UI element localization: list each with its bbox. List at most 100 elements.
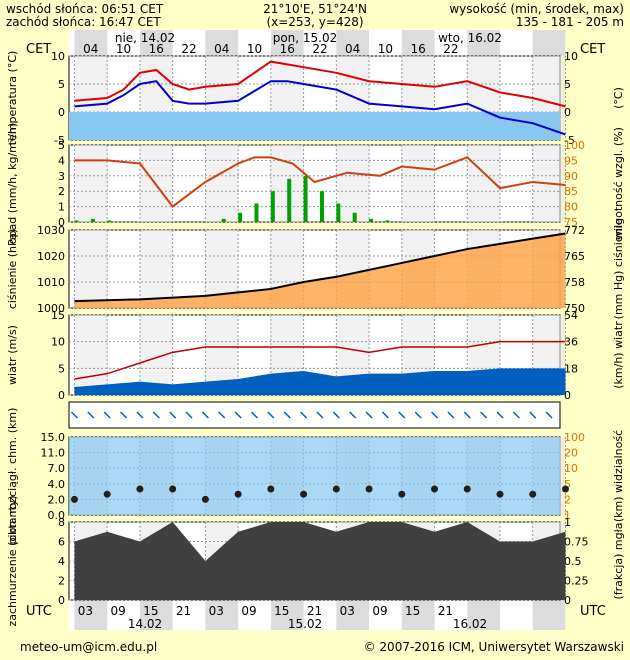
y-tick-label: 10 [51, 336, 65, 349]
y-axis-label: opad (mm/h, kg/m²/h) [6, 123, 19, 244]
visibility-point [496, 490, 504, 498]
wind-arrow [496, 411, 504, 419]
panel-shade [205, 145, 239, 222]
panel-shade [139, 315, 173, 395]
wind-arrow [103, 411, 111, 419]
y-tick-label: 6 [58, 536, 65, 549]
y-tick-label-right: 0.25 [564, 575, 589, 588]
panel-shade [74, 145, 108, 222]
wind-arrow [267, 411, 275, 419]
y-tick-label: 5 [58, 139, 65, 152]
wind-arrow [332, 411, 340, 419]
y-tick-label-right: 0 [564, 594, 571, 607]
time-shade-bottom [336, 600, 370, 630]
wind-arrow [430, 411, 439, 419]
y-tick-label-right: 772 [564, 224, 585, 237]
tz-bottom-right: UTC [580, 604, 606, 619]
time-shade-top [401, 30, 435, 56]
day-label-top: wto, 16.02 [438, 31, 502, 45]
time-shade-bottom [139, 600, 173, 630]
time-shade-top [205, 30, 239, 56]
y-tick-label-right: 95 [564, 154, 578, 167]
y-axis-label-right: (km) widzialność [612, 430, 625, 522]
visibility-point [234, 490, 242, 498]
y-tick-label: 11.0 [41, 447, 66, 460]
y-tick-label: 7.0 [48, 462, 66, 475]
y-tick-label: 0 [58, 216, 65, 229]
visibility-point [136, 485, 144, 493]
panel-shade [336, 145, 370, 222]
y-tick-label-right: 100 [564, 431, 585, 444]
y-axis-label: pion. rozciągł. chm. (km) [6, 408, 19, 545]
y-tick-label-right: 1 [564, 509, 571, 522]
time-shade-bottom [532, 600, 566, 630]
cet-hour-label: 04 [214, 42, 229, 56]
y-tick-label-right: 20 [564, 447, 578, 460]
precip-bar [336, 203, 341, 222]
precip-bar [385, 220, 390, 222]
cloud-cover-area [74, 522, 566, 600]
wind-arrow [136, 411, 144, 419]
wind-arrow [365, 411, 373, 419]
wind-direction-frame [68, 401, 561, 429]
y-tick-label-right: 54 [564, 309, 578, 322]
wind-arrow [463, 411, 471, 419]
y-tick-label: 4 [58, 555, 65, 568]
y-tick-label: 1010 [37, 276, 65, 289]
panel-shade [74, 230, 108, 308]
y-tick-label-right: -5 [564, 134, 575, 147]
time-shade-top [532, 30, 566, 56]
wind-gust-line [74, 340, 566, 380]
wind-arrow [545, 411, 553, 419]
visibility-point [332, 485, 340, 493]
utc-hour-label: 09 [110, 604, 125, 618]
wind-speed-area [74, 368, 566, 395]
y-axis-label: temperatura (°C) [6, 51, 19, 146]
y-tick-label-right: 758 [564, 276, 585, 289]
day-label-bottom: 15.02 [288, 617, 322, 631]
precip-bar [74, 220, 79, 222]
wind-arrow [250, 411, 259, 419]
temp-min-line [74, 80, 566, 136]
visibility-point [267, 485, 275, 493]
y-tick-label-right: 1 [564, 516, 571, 529]
wind-direction-strip [68, 401, 561, 429]
panel-shade [74, 315, 108, 395]
visibility-point [398, 490, 406, 498]
wind-arrow [316, 411, 324, 419]
precip-bar [270, 191, 275, 222]
cet-hour-label: 16 [149, 42, 164, 56]
sub-zero-band [69, 112, 560, 140]
panel-shade [401, 145, 435, 222]
utc-hour-label: 09 [241, 604, 256, 618]
y-axis-label-right: (frakcja) mgła [612, 523, 625, 600]
cet-hour-label: 10 [116, 42, 131, 56]
time-shade-top [74, 30, 108, 56]
y-tick-label: 5 [58, 78, 65, 91]
pressure-line [74, 232, 566, 303]
utc-hour-label: 03 [340, 604, 355, 618]
utc-hour-label: 21 [438, 604, 453, 618]
y-axis-label-right: wilgotność wzgl. (%) [612, 127, 625, 240]
sunset-text: zachód słońca: 16:47 CET [6, 15, 161, 29]
wind-arrow [87, 411, 95, 419]
y-axis-label-right: (km/h) wiatr [612, 321, 625, 389]
y-tick-label: 0 [58, 106, 65, 119]
utc-hour-label: 03 [78, 604, 93, 618]
visibility-point [70, 495, 78, 503]
y-tick-label: 1 [58, 201, 65, 214]
visibility-point [103, 490, 111, 498]
y-tick-label: 2.0 [48, 493, 66, 506]
utc-hour-label: 03 [209, 604, 224, 618]
y-tick-label-right: 90 [564, 170, 578, 183]
footer-email[interactable]: meteo-um@icm.edu.pl [20, 640, 157, 654]
utc-hour-label: 15 [143, 604, 158, 618]
visibility-point [300, 490, 308, 498]
visibility-point [201, 495, 209, 503]
time-shade-bottom [270, 600, 304, 630]
y-tick-label-right: 10 [564, 462, 578, 475]
time-shade-top [467, 30, 500, 56]
utc-hour-label: 21 [176, 604, 191, 618]
y-tick-label: 15.0 [41, 431, 66, 444]
